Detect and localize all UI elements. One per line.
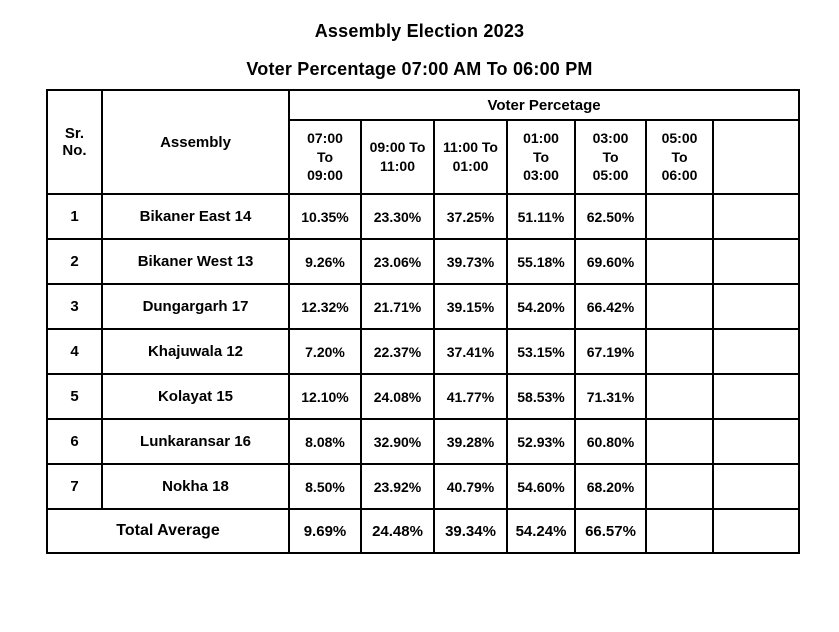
header-empty-column — [711, 119, 801, 195]
row-value-11-01: 37.41% — [433, 328, 508, 375]
row-assembly-name: Nokha 18 — [101, 463, 290, 510]
header-group-row: Sr. No. Assembly Voter Percetage — [46, 89, 801, 195]
row-value-extra — [711, 328, 801, 375]
row-value-03-05: 62.50% — [574, 193, 647, 240]
row-sr-no: 4 — [46, 328, 103, 375]
row-value-01-03: 51.11% — [506, 193, 576, 240]
row-value-09-11: 32.90% — [360, 418, 435, 465]
total-value-01-03: 54.24% — [506, 508, 576, 554]
row-value-09-11: 23.92% — [360, 463, 435, 510]
table-row: 5 Kolayat 15 12.10% 24.08% 41.77% 58.53%… — [46, 373, 801, 420]
table-row: 4 Khajuwala 12 7.20% 22.37% 37.41% 53.15… — [46, 328, 801, 375]
table-row: 7 Nokha 18 8.50% 23.92% 40.79% 54.60% 68… — [46, 463, 801, 510]
row-sr-no: 3 — [46, 283, 103, 330]
total-value-09-11: 24.48% — [360, 508, 435, 554]
row-value-07-09: 8.50% — [288, 463, 362, 510]
row-value-11-01: 39.73% — [433, 238, 508, 285]
row-value-07-09: 8.08% — [288, 418, 362, 465]
total-value-11-01: 39.34% — [433, 508, 508, 554]
row-value-03-05: 69.60% — [574, 238, 647, 285]
row-value-extra — [711, 238, 801, 285]
row-value-11-01: 39.28% — [433, 418, 508, 465]
row-value-05-06 — [645, 238, 714, 285]
row-value-11-01: 39.15% — [433, 283, 508, 330]
row-value-07-09: 12.32% — [288, 283, 362, 330]
row-sr-no: 6 — [46, 418, 103, 465]
row-sr-no: 7 — [46, 463, 103, 510]
row-value-05-06 — [645, 283, 714, 330]
row-value-09-11: 22.37% — [360, 328, 435, 375]
header-timeslot-05-06: 05:00 To 06:00 — [645, 119, 714, 195]
row-value-11-01: 41.77% — [433, 373, 508, 420]
header-assembly: Assembly — [101, 89, 290, 195]
row-value-extra — [711, 283, 801, 330]
total-value-05-06 — [645, 508, 714, 554]
row-value-extra — [711, 373, 801, 420]
row-value-09-11: 23.06% — [360, 238, 435, 285]
row-assembly-name: Lunkaransar 16 — [101, 418, 290, 465]
header-timeslot-11-01: 11:00 To 01:00 — [433, 119, 508, 195]
row-sr-no: 5 — [46, 373, 103, 420]
row-value-03-05: 66.42% — [574, 283, 647, 330]
row-value-09-11: 24.08% — [360, 373, 435, 420]
row-value-05-06 — [645, 193, 714, 240]
page-title: Assembly Election 2023 — [314, 21, 525, 41]
page-subtitle: Voter Percentage 07:00 AM To 06:00 PM — [246, 59, 593, 79]
row-value-11-01: 40.79% — [433, 463, 508, 510]
header-timeslot-07-09: 07:00 To 09:00 — [288, 119, 362, 195]
row-value-01-03: 54.20% — [506, 283, 576, 330]
header-timeslot-09-11: 09:00 To 11:00 — [360, 119, 435, 195]
total-value-07-09: 9.69% — [288, 508, 362, 554]
row-value-05-06 — [645, 328, 714, 375]
row-value-extra — [711, 463, 801, 510]
row-value-05-06 — [645, 463, 714, 510]
row-value-05-06 — [645, 418, 714, 465]
total-value-extra — [711, 508, 801, 554]
row-value-01-03: 52.93% — [506, 418, 576, 465]
row-value-extra — [711, 418, 801, 465]
row-value-01-03: 55.18% — [506, 238, 576, 285]
voter-percentage-table: Sr. No. Assembly Voter Percetage 07:00 T… — [46, 89, 801, 554]
row-value-07-09: 9.26% — [288, 238, 362, 285]
row-value-03-05: 68.20% — [574, 463, 647, 510]
row-assembly-name: Kolayat 15 — [101, 373, 290, 420]
table-row: 6 Lunkaransar 16 8.08% 32.90% 39.28% 52.… — [46, 418, 801, 465]
row-value-01-03: 54.60% — [506, 463, 576, 510]
row-assembly-name: Bikaner West 13 — [101, 238, 290, 285]
row-value-09-11: 23.30% — [360, 193, 435, 240]
header-sr-no: Sr. No. — [46, 89, 103, 195]
row-value-07-09: 7.20% — [288, 328, 362, 375]
row-sr-no: 1 — [46, 193, 103, 240]
row-value-09-11: 21.71% — [360, 283, 435, 330]
row-assembly-name: Dungargarh 17 — [101, 283, 290, 330]
row-value-11-01: 37.25% — [433, 193, 508, 240]
row-assembly-name: Khajuwala 12 — [101, 328, 290, 375]
row-value-05-06 — [645, 373, 714, 420]
header-time-row: 07:00 To 09:00 09:00 To 11:00 11:00 To 0… — [47, 119, 801, 195]
total-row: Total Average 9.69% 24.48% 39.34% 54.24%… — [46, 508, 801, 554]
row-value-03-05: 60.80% — [574, 418, 647, 465]
header-timeslot-01-03: 01:00 To 03:00 — [506, 119, 576, 195]
total-value-03-05: 66.57% — [574, 508, 647, 554]
row-value-07-09: 10.35% — [288, 193, 362, 240]
row-value-01-03: 58.53% — [506, 373, 576, 420]
table-row: 1 Bikaner East 14 10.35% 23.30% 37.25% 5… — [46, 193, 801, 240]
table-row: 3 Dungargarh 17 12.32% 21.71% 39.15% 54.… — [46, 283, 801, 330]
header-timeslot-03-05: 03:00 To 05:00 — [574, 119, 647, 195]
table-row: 2 Bikaner West 13 9.26% 23.06% 39.73% 55… — [46, 238, 801, 285]
row-value-03-05: 71.31% — [574, 373, 647, 420]
header-voter-percentage-group: Voter Percetage — [287, 89, 801, 121]
row-value-01-03: 53.15% — [506, 328, 576, 375]
total-average-label: Total Average — [46, 508, 290, 554]
row-value-extra — [711, 193, 801, 240]
row-value-07-09: 12.10% — [288, 373, 362, 420]
row-assembly-name: Bikaner East 14 — [101, 193, 290, 240]
row-sr-no: 2 — [46, 238, 103, 285]
row-value-03-05: 67.19% — [574, 328, 647, 375]
